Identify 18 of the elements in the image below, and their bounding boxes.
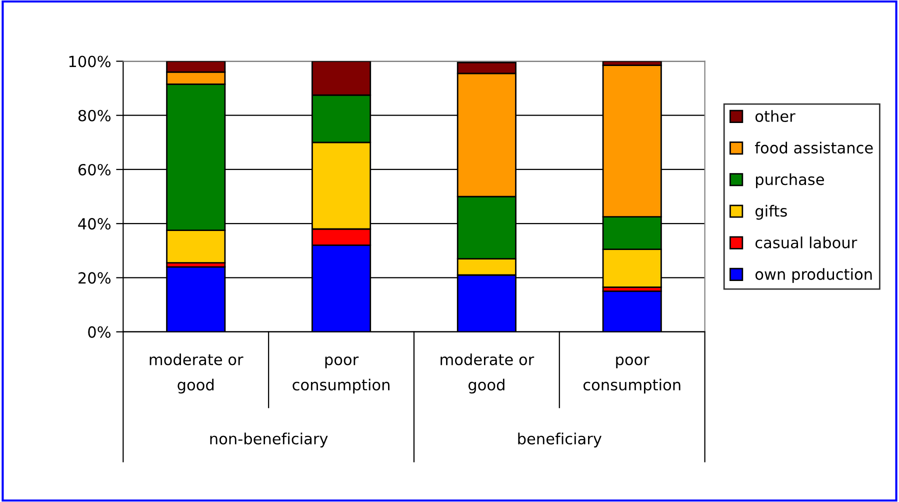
y-tick-label: 80%: [78, 110, 111, 122]
y-tick-label: 100%: [69, 56, 111, 68]
y-tick-label: 60%: [78, 164, 111, 176]
legend-label: food assistance: [754, 142, 873, 154]
legend-label: other: [755, 110, 796, 122]
legend-label: casual labour: [755, 236, 858, 248]
x-tick-label: moderate or good: [440, 353, 534, 394]
text: beneficiary: [518, 432, 602, 448]
legend-label: purchase: [756, 173, 824, 188]
x-tick-label: moderate or good: [150, 353, 244, 394]
x-tick-label: poor consumption: [583, 356, 680, 394]
legend-label: gifts: [755, 204, 787, 220]
x-tick-label: poor consumption: [292, 356, 390, 394]
y-tick-label: 20%: [78, 272, 111, 284]
legend-label: own production: [755, 268, 872, 283]
y-tick-label: 40%: [78, 218, 111, 230]
text: non-beneficiary: [210, 432, 328, 448]
y-tick-label: 0%: [88, 326, 111, 338]
